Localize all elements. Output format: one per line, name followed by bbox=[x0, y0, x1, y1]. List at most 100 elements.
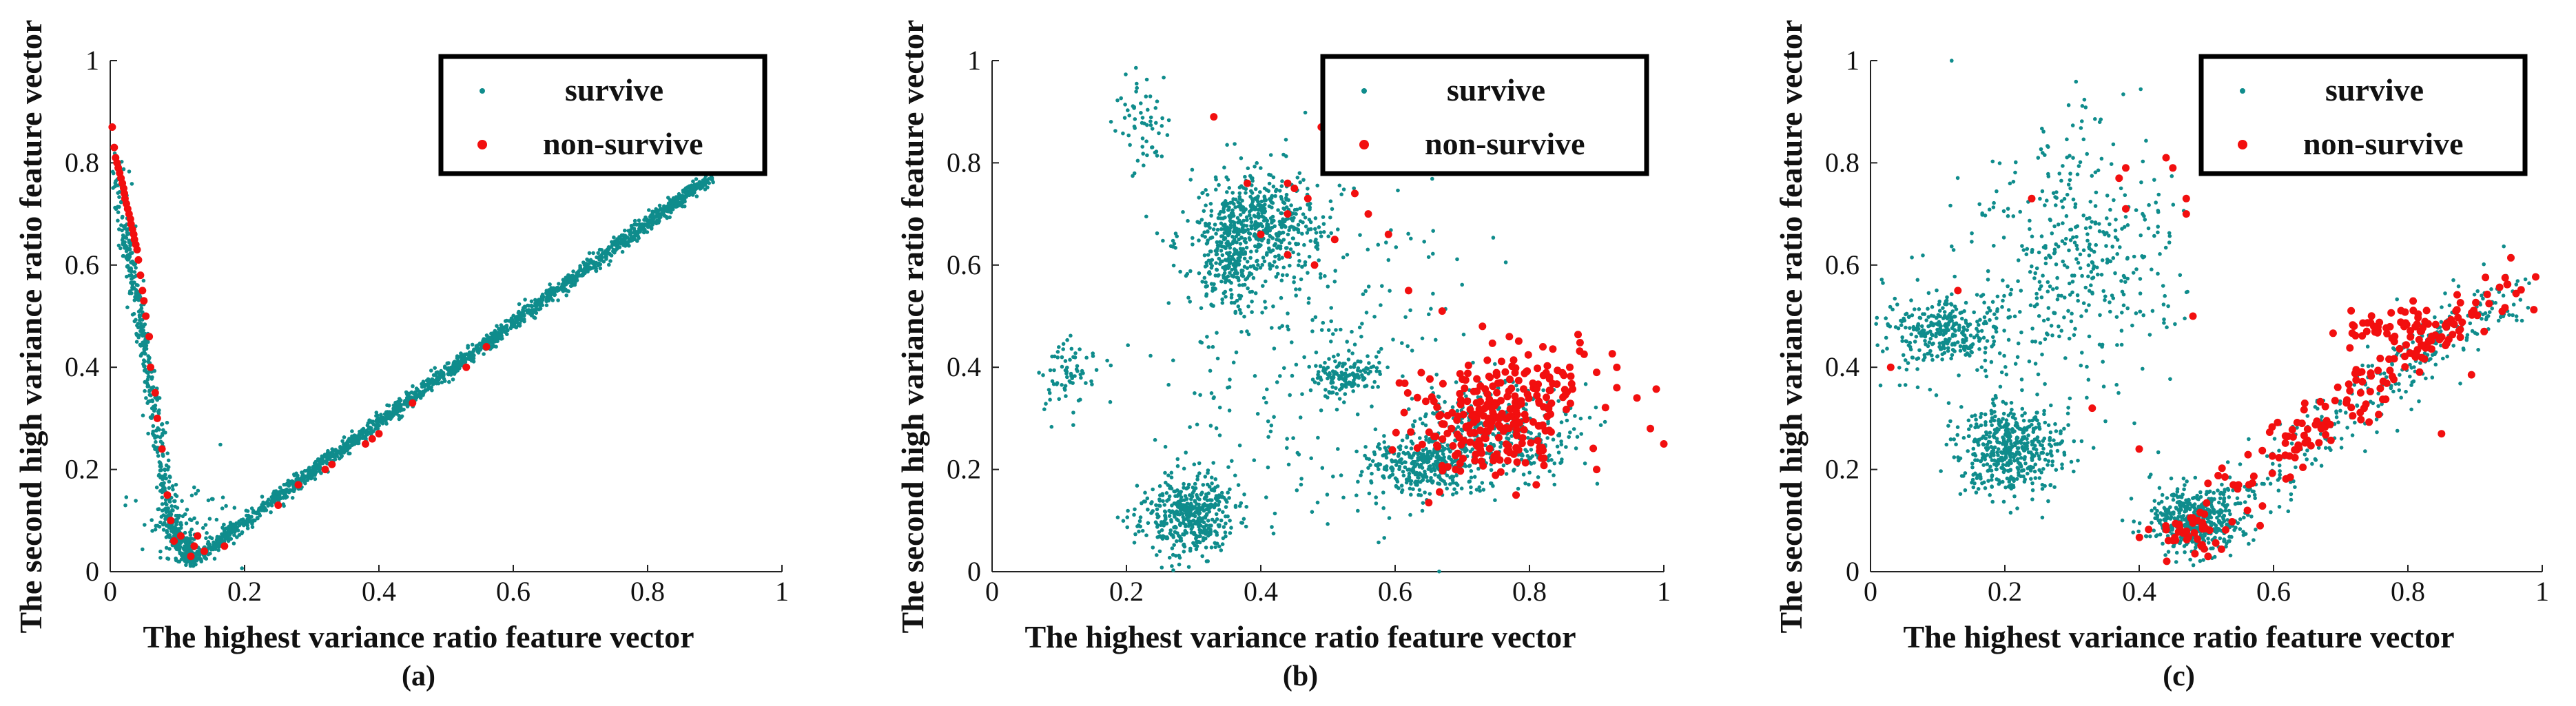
survive-point bbox=[1368, 463, 1372, 467]
survive-point bbox=[121, 167, 126, 172]
survive-point bbox=[1530, 454, 1535, 458]
survive-point bbox=[216, 548, 221, 552]
survive-point bbox=[1124, 72, 1128, 76]
survive-point bbox=[1268, 229, 1272, 233]
survive-point bbox=[1274, 232, 1279, 236]
survive-point bbox=[694, 194, 699, 198]
survive-point bbox=[597, 261, 601, 266]
survive-point bbox=[537, 300, 542, 304]
non-survive-point bbox=[158, 445, 166, 453]
survive-point bbox=[1370, 459, 1375, 464]
survive-point bbox=[113, 184, 117, 189]
survive-point bbox=[1191, 525, 1195, 530]
survive-point bbox=[669, 198, 674, 203]
survive-point bbox=[1208, 368, 1213, 373]
survive-point bbox=[1155, 154, 1160, 158]
survive-point bbox=[691, 179, 695, 184]
survive-point bbox=[1555, 444, 1560, 449]
survive-point bbox=[1603, 419, 1607, 424]
survive-point bbox=[1308, 239, 1313, 243]
survive-point bbox=[1208, 498, 1213, 502]
survive-point bbox=[1244, 524, 1248, 529]
survive-point bbox=[1134, 65, 1138, 70]
survive-point bbox=[165, 502, 169, 507]
survive-point bbox=[1275, 380, 1279, 384]
survive-point bbox=[344, 446, 349, 451]
survive-point bbox=[1337, 364, 1341, 368]
survive-point bbox=[1420, 336, 1425, 341]
survive-point bbox=[1307, 254, 1312, 259]
survive-point bbox=[1345, 253, 1350, 257]
survive-point bbox=[1249, 208, 1253, 212]
survive-point bbox=[356, 441, 360, 446]
survive-point bbox=[1326, 234, 1330, 239]
survive-point bbox=[266, 497, 271, 502]
survive-point bbox=[143, 351, 147, 356]
survive-point bbox=[1343, 392, 1348, 396]
survive-point bbox=[183, 547, 187, 551]
survive-point bbox=[1211, 227, 1216, 231]
survive-point bbox=[1387, 516, 1392, 520]
survive-point bbox=[677, 191, 681, 196]
survive-point bbox=[1313, 315, 1318, 320]
survive-point bbox=[1226, 226, 1230, 231]
survive-point bbox=[116, 218, 120, 223]
survive-point bbox=[1445, 443, 1450, 448]
survive-point bbox=[1374, 366, 1379, 370]
survive-point bbox=[1264, 188, 1269, 192]
survive-point bbox=[1191, 541, 1195, 546]
survive-point bbox=[1176, 492, 1181, 497]
survive-point bbox=[1512, 468, 1516, 473]
survive-point bbox=[1409, 236, 1413, 241]
survive-point bbox=[1204, 280, 1208, 284]
survive-point bbox=[117, 227, 121, 231]
survive-point bbox=[1367, 491, 1372, 496]
survive-point bbox=[1375, 444, 1380, 449]
survive-point bbox=[1202, 230, 1206, 235]
survive-point bbox=[1204, 223, 1208, 228]
survive-point bbox=[1443, 481, 1447, 486]
survive-point bbox=[534, 304, 539, 309]
survive-point bbox=[1234, 249, 1238, 253]
survive-point bbox=[1206, 534, 1210, 538]
survive-point bbox=[1284, 138, 1288, 142]
survive-point bbox=[1139, 101, 1143, 105]
survive-point bbox=[205, 531, 209, 535]
survive-point bbox=[1047, 388, 1051, 392]
survive-point bbox=[1150, 145, 1155, 149]
survive-point bbox=[1427, 464, 1432, 469]
survive-point bbox=[1208, 523, 1212, 528]
survive-point bbox=[1366, 371, 1371, 376]
survive-point bbox=[117, 195, 121, 199]
survive-point bbox=[214, 517, 219, 522]
survive-point bbox=[1407, 407, 1411, 411]
survive-point bbox=[1222, 237, 1226, 242]
survive-point bbox=[1493, 498, 1497, 502]
survive-point bbox=[1215, 498, 1219, 503]
survive-point bbox=[1206, 559, 1210, 563]
survive-point bbox=[1478, 488, 1482, 493]
survive-point bbox=[1233, 142, 1237, 146]
survive-point bbox=[1266, 419, 1270, 424]
survive-point bbox=[158, 482, 163, 487]
survive-point bbox=[1420, 508, 1425, 513]
survive-point bbox=[1052, 368, 1056, 373]
survive-point bbox=[165, 420, 169, 425]
survive-point bbox=[1207, 222, 1211, 226]
non-survive-point bbox=[462, 363, 471, 371]
survive-point bbox=[1288, 247, 1293, 251]
non-survive-point bbox=[1428, 393, 1436, 401]
survive-point bbox=[1140, 121, 1144, 125]
survive-point bbox=[1366, 247, 1370, 252]
survive-point bbox=[176, 559, 181, 564]
survive-point bbox=[1405, 344, 1410, 349]
survive-point bbox=[1246, 286, 1250, 291]
survive-point bbox=[156, 426, 160, 430]
survive-point bbox=[462, 357, 466, 362]
survive-point bbox=[1078, 347, 1082, 351]
survive-point bbox=[1219, 279, 1224, 284]
survive-point bbox=[146, 431, 150, 436]
survive-point bbox=[541, 298, 545, 302]
survive-point bbox=[164, 546, 169, 550]
non-survive-point bbox=[190, 542, 198, 550]
